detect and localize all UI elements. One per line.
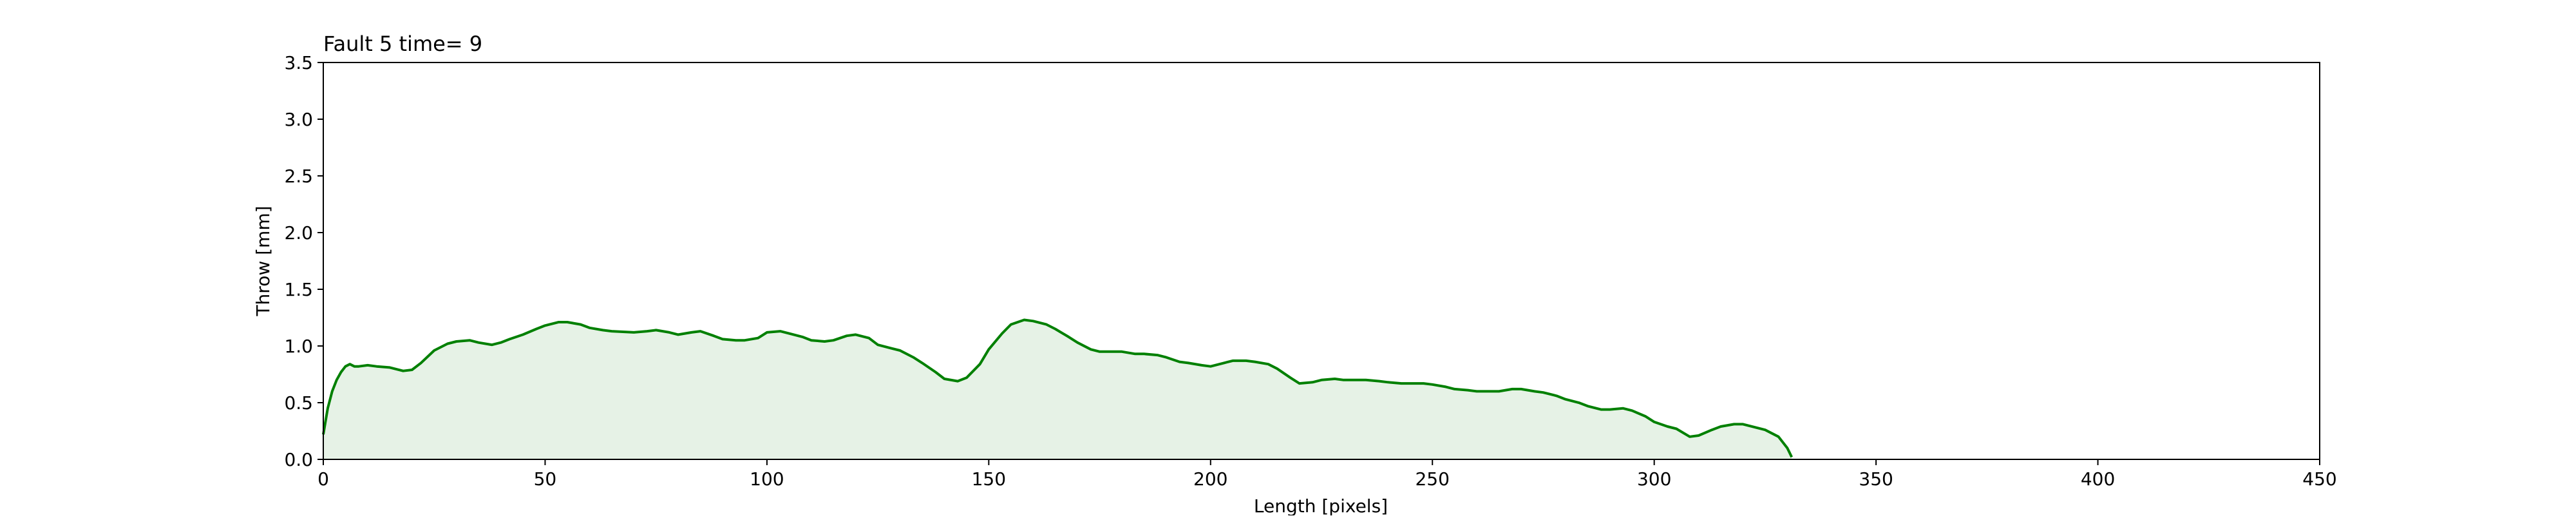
y-tick-label: 3.5 (284, 52, 313, 73)
y-axis-label: Throw [mm] (252, 206, 274, 316)
y-tick-label: 0.0 (284, 449, 313, 470)
x-tick-label: 100 (750, 468, 784, 490)
y-tick-label: 2.5 (284, 166, 313, 187)
x-tick-label: 350 (1859, 468, 1893, 490)
x-tick-label: 0 (317, 468, 329, 490)
x-axis-label: Length [pixels] (1254, 495, 1388, 515)
throw-series-line-0 (322, 318, 1793, 458)
plot-frame (323, 62, 2320, 460)
axes: 0 50 100 150 200 250 300 350 400 450 0.0 0.5 1.0 1.5 2… (284, 52, 2336, 490)
y-tick-label: 1.5 (284, 279, 313, 300)
y-tick-label: 1.0 (284, 336, 313, 357)
x-tick-label: 400 (2081, 468, 2115, 490)
x-tick-label: 200 (1193, 468, 1227, 490)
y-tick-label: 0.5 (284, 392, 313, 414)
x-tick-label: 250 (1415, 468, 1449, 490)
x-tick-label: 300 (1637, 468, 1671, 490)
x-tick-label: 50 (534, 468, 557, 490)
y-tick-label: 3.0 (284, 109, 313, 130)
plot-area (322, 318, 1793, 459)
throw-area-fill-0 (323, 320, 1792, 459)
x-tick-label: 150 (972, 468, 1006, 490)
chart-title: Fault 5 time= 9 (323, 32, 482, 56)
x-tick-label: 450 (2302, 468, 2336, 490)
y-tick-label: 2.0 (284, 222, 313, 244)
